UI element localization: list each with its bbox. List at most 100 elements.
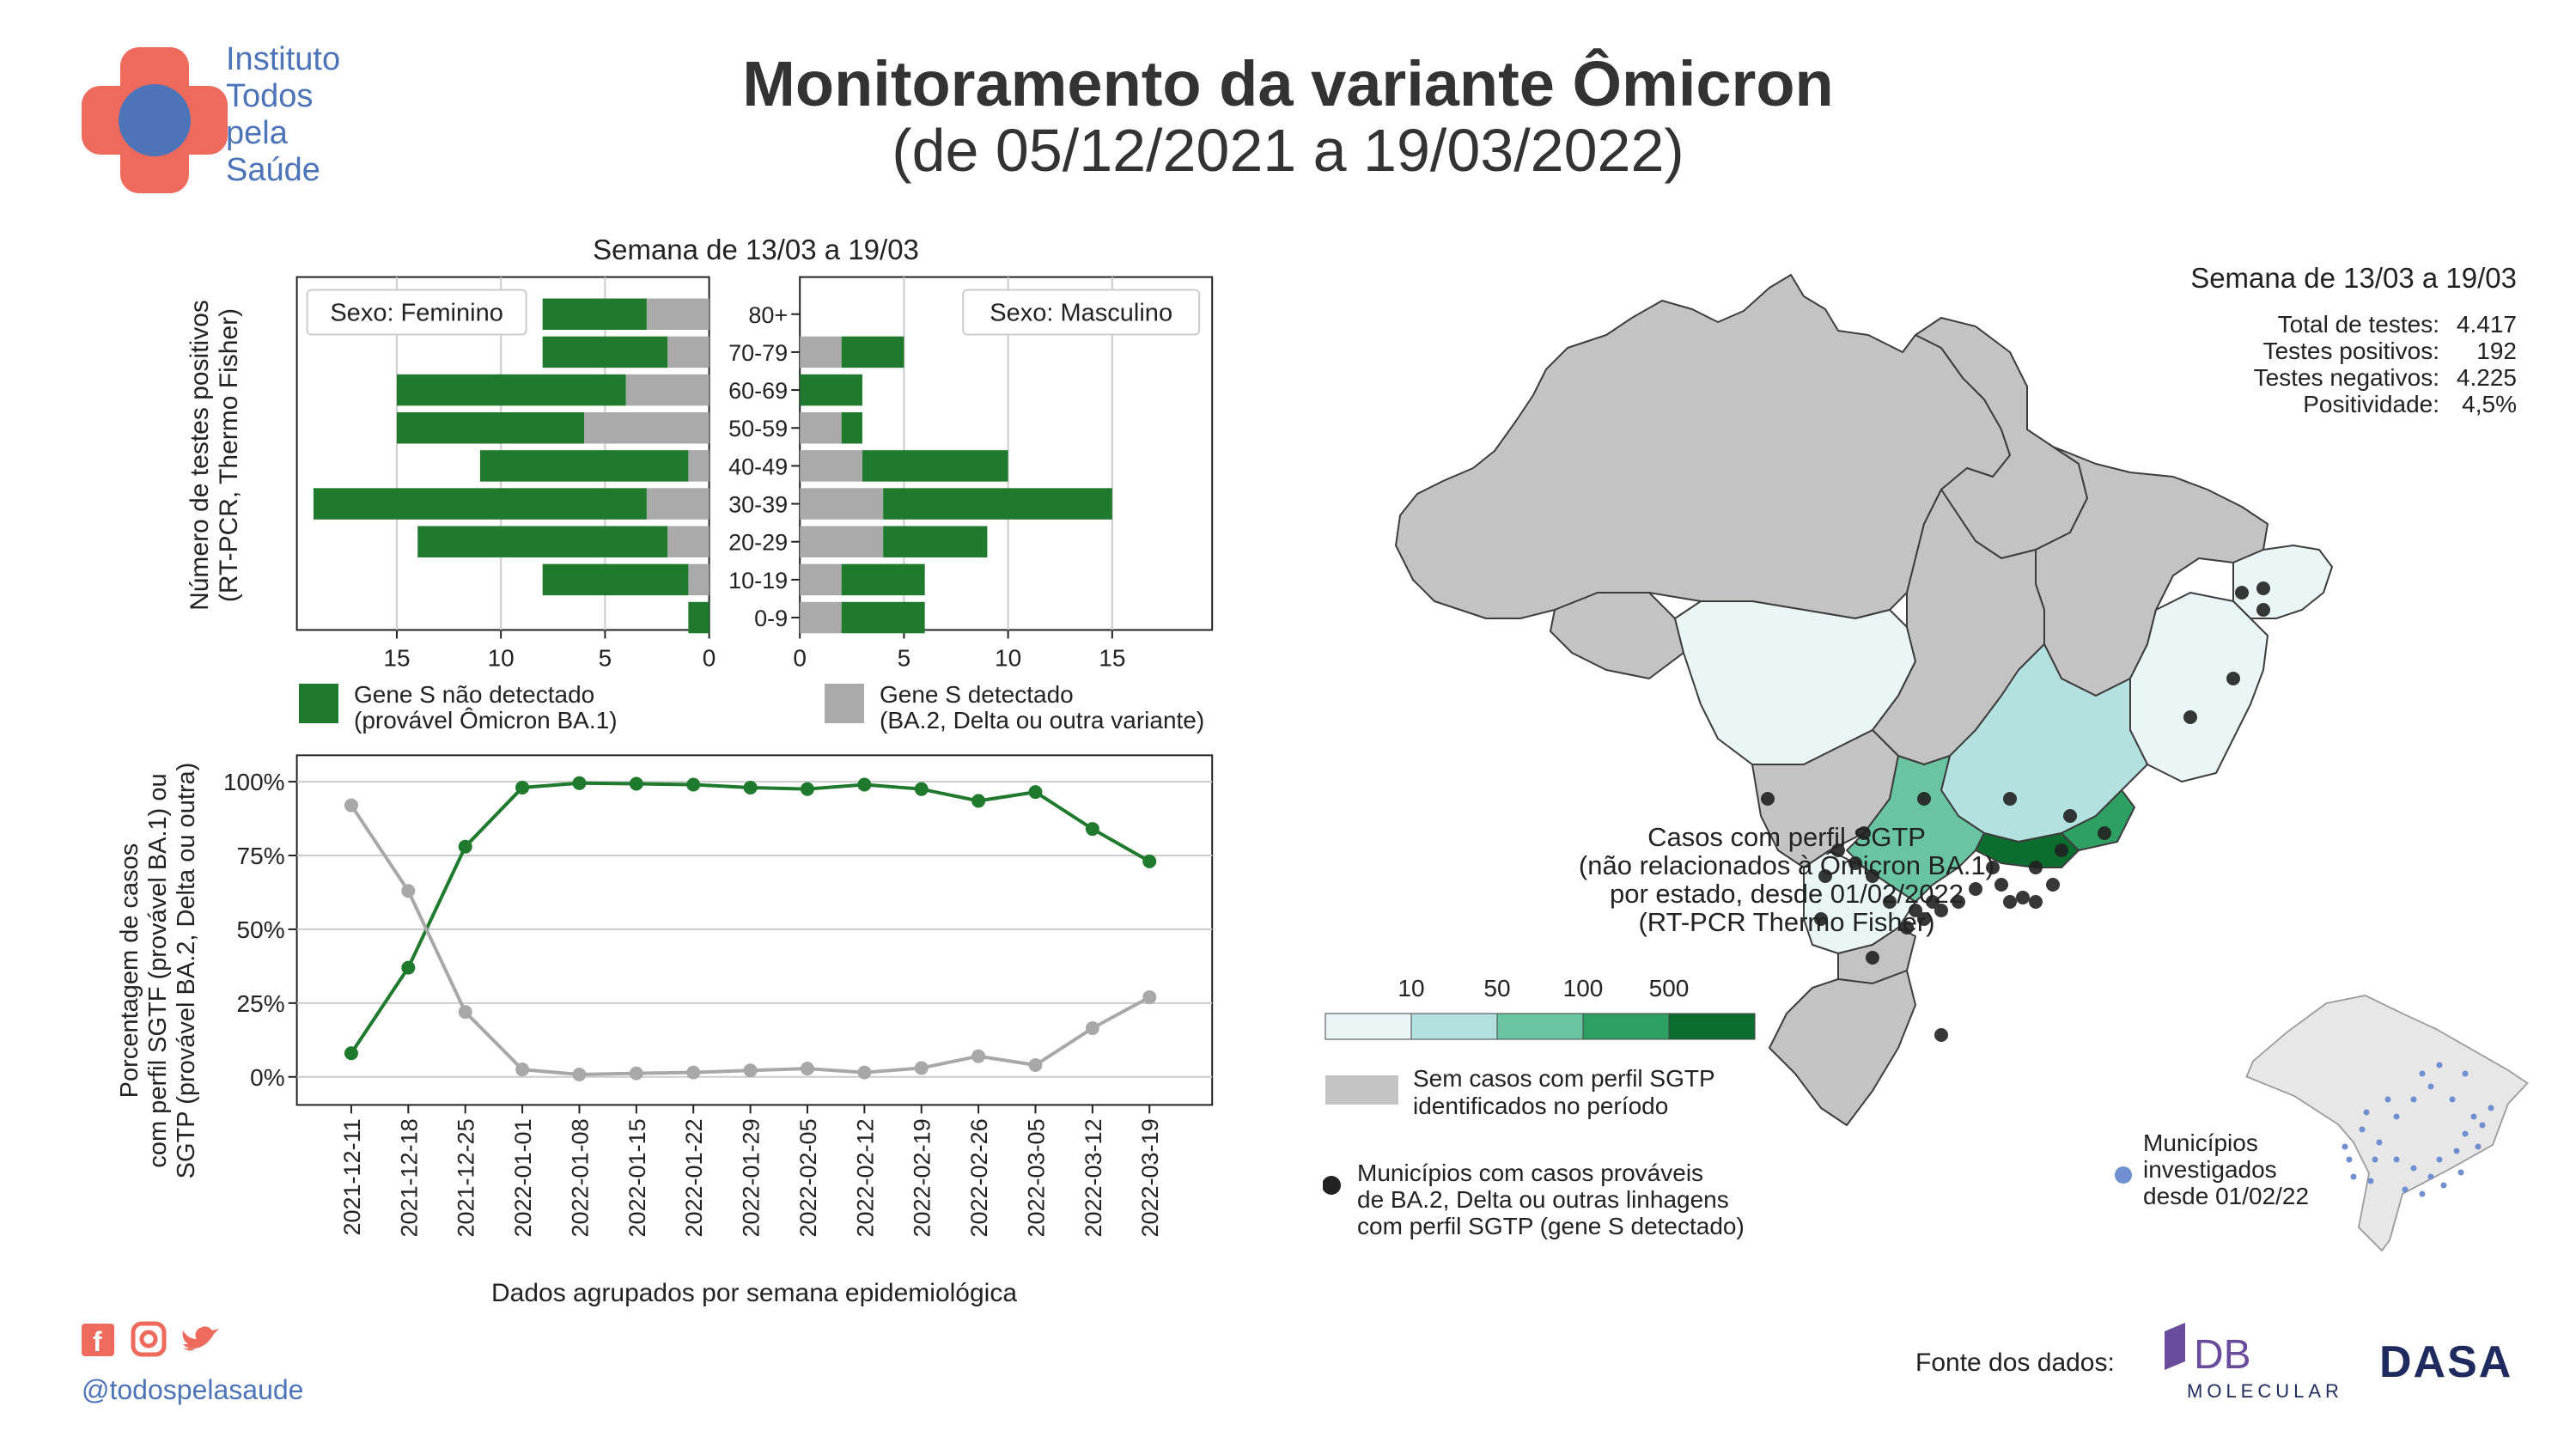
- inset-legend-label: investigados: [2143, 1156, 2277, 1183]
- logo-line: Instituto: [226, 41, 341, 77]
- municipality-dot: [1926, 895, 1940, 909]
- series-point: [857, 1065, 872, 1080]
- age-category-label: 30-39: [728, 492, 788, 518]
- pyramid-bar: [800, 563, 842, 596]
- inset-dot: [2350, 1173, 2357, 1180]
- scale-swatch: [1582, 1013, 1670, 1040]
- inset-legend-label: Municípios: [2143, 1129, 2258, 1156]
- stat-label: Testes negativos:: [2254, 364, 2439, 391]
- municipality-dot: [2016, 891, 2030, 904]
- pyramid-title: Semana de 13/03 a 19/03: [593, 234, 919, 265]
- x-tick-label: 2022-02-05: [795, 1118, 821, 1237]
- page-subtitle: (de 05/12/2021 a 19/03/2022): [892, 117, 1684, 184]
- stat-label: Total de testes:: [2278, 311, 2439, 338]
- logo-line: pela: [226, 115, 288, 151]
- inset-dot: [2457, 1169, 2464, 1176]
- x-tick-label: 15: [383, 644, 410, 671]
- dot-legend-label: de BA.2, Delta ou outras linhagens: [1357, 1186, 1729, 1213]
- pyramid-ylabel: Número de testes positivos: [186, 300, 214, 611]
- series-point: [800, 1062, 814, 1076]
- pyramid-bar: [667, 336, 709, 368]
- municipality-dot: [2256, 581, 2270, 595]
- dasa-logo-text: DASA: [2379, 1337, 2512, 1387]
- inset-dot: [2346, 1156, 2353, 1163]
- series-point: [401, 884, 416, 898]
- series-point: [971, 794, 986, 808]
- age-category-label: 80+: [748, 302, 788, 328]
- social-handle[interactable]: @todospelasaude: [82, 1374, 304, 1405]
- scale-swatch: [1496, 1013, 1584, 1040]
- inset-brazil-outline: [2245, 995, 2529, 1252]
- series-point: [1028, 785, 1043, 800]
- y-tick-label: 0%: [250, 1064, 284, 1091]
- x-tick-label: 2022-01-22: [681, 1118, 707, 1237]
- age-category-label: 0-9: [754, 606, 788, 631]
- legend-gray-label: Gene S detectado: [880, 681, 1074, 708]
- series-point: [914, 1061, 929, 1075]
- series-point: [572, 1068, 587, 1082]
- series-point: [458, 1005, 472, 1020]
- municipality-dot: [1900, 921, 1914, 935]
- scale-tick-label: 50: [1483, 975, 1510, 1002]
- pyramid-bar: [883, 488, 1112, 520]
- series-point: [971, 1049, 986, 1063]
- municipality-dot: [1883, 895, 1897, 909]
- municipality-dot: [2226, 672, 2240, 685]
- inset-dot: [2402, 1186, 2409, 1193]
- municipality-dot: [1831, 843, 1845, 857]
- logo-line: Saúde: [226, 152, 320, 188]
- inset-dot: [2372, 1156, 2378, 1163]
- page-title: Monitoramento da variante Ômicron: [742, 48, 1834, 119]
- inset-dot: [2470, 1113, 2477, 1120]
- line-chart-ylabel: SGTP (provável BA.2, Delta ou outra): [173, 763, 200, 1179]
- scale-swatch: [1325, 1013, 1412, 1040]
- dot-legend-label: com perfil SGTP (gene S detectado): [1357, 1213, 1745, 1239]
- y-tick-label: 50%: [237, 916, 285, 943]
- municipality-dot: [2256, 603, 2270, 617]
- pyramid-bar: [542, 298, 647, 330]
- series-point: [458, 839, 472, 854]
- legend-title-line: (não relacionados à Ômicron BA.1): [1579, 850, 1994, 880]
- series-point: [515, 1062, 530, 1077]
- inset-dot: [2462, 1070, 2469, 1077]
- municipality-dot: [2063, 809, 2077, 823]
- no-cases-swatch: [1325, 1075, 1398, 1105]
- series-point: [914, 782, 929, 796]
- x-tick-label: 2022-01-15: [624, 1118, 650, 1237]
- pyramid-bar: [800, 526, 884, 557]
- series-point: [629, 1066, 643, 1081]
- x-tick-label: 10: [488, 644, 515, 671]
- x-tick-label: 2022-03-19: [1137, 1118, 1163, 1237]
- series-point: [629, 776, 643, 791]
- municipality-dot: [2235, 586, 2249, 600]
- inset-dot: [2453, 1148, 2460, 1154]
- series-point: [572, 776, 587, 790]
- panel-label-feminino: Sexo: Feminino: [330, 300, 502, 327]
- stat-value: 4.225: [2457, 364, 2517, 391]
- inset-legend-label: desde 01/02/22: [2143, 1183, 2309, 1209]
- pyramid-bar: [646, 298, 709, 330]
- series-point: [515, 780, 530, 795]
- inset-dot: [2462, 1130, 2469, 1137]
- pyramid-bar: [800, 601, 842, 634]
- series-point: [1142, 854, 1157, 868]
- map-stats: Total de testes: 4.417 Testes positivos: 19…: [2254, 311, 2517, 417]
- db-logo-icon: [2165, 1323, 2185, 1370]
- map-color-legend: Casos com perfil SGTP(não relacionados à…: [1323, 822, 1994, 1239]
- instituto-logo-icon: [82, 47, 228, 193]
- series-point: [401, 960, 416, 975]
- logo-wordmark: Instituto Todos pela Saúde: [226, 41, 340, 189]
- municipality-dot: [1994, 878, 2008, 892]
- inset-dot: [2410, 1165, 2417, 1172]
- svg-text:f: f: [93, 1326, 102, 1357]
- pyramid-bar: [841, 412, 862, 444]
- x-tick-label: 5: [599, 644, 612, 671]
- series-point: [800, 782, 814, 796]
- x-tick-label: 10: [995, 644, 1021, 671]
- series-point: [1085, 822, 1099, 837]
- legend-green-label: (provável Ômicron BA.1): [354, 707, 618, 734]
- inset-dot: [2376, 1139, 2383, 1146]
- pyramid-bar: [800, 374, 862, 406]
- x-tick-label: 2022-01-29: [739, 1118, 764, 1237]
- no-cases-label: identificados no período: [1413, 1093, 1668, 1119]
